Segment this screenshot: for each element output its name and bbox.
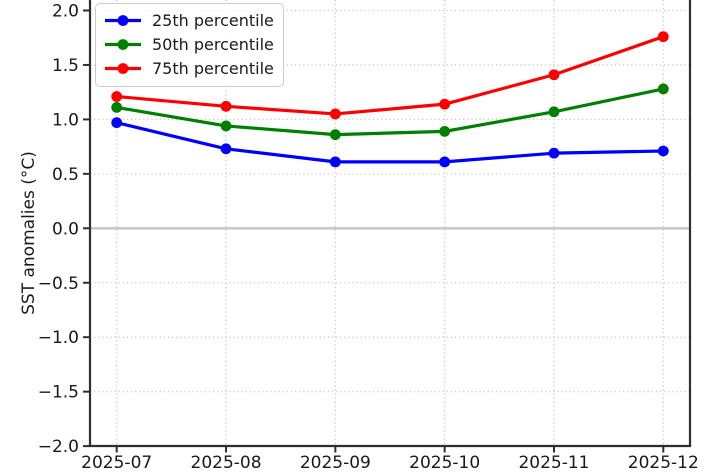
data-point [329, 108, 341, 120]
x-tick-label: 2025-07 [81, 453, 152, 473]
legend: 25th percentile 50th percentile 75th per… [95, 3, 284, 87]
y-axis-label: SST anomalies (°C) [19, 151, 39, 315]
data-point [329, 129, 341, 141]
data-point [220, 120, 232, 132]
data-point [548, 147, 560, 159]
data-point [439, 98, 451, 110]
y-tick-label: −2.0 [38, 437, 79, 457]
data-point [439, 125, 451, 137]
legend-item: 50th percentile [103, 32, 274, 56]
data-point [329, 156, 341, 168]
data-point [657, 31, 669, 43]
x-tick-label: 2025-12 [628, 453, 699, 473]
y-tick-label: −1.5 [38, 383, 79, 403]
data-point [657, 83, 669, 95]
legend-marker-icon [117, 38, 129, 50]
legend-line-sample [105, 38, 141, 50]
y-tick-label: −1.0 [38, 328, 79, 348]
legend-marker-icon [117, 63, 129, 74]
data-point [111, 117, 123, 129]
x-tick-label: 2025-09 [300, 453, 371, 473]
data-point [439, 156, 451, 168]
data-point [548, 69, 560, 81]
legend-item: 75th percentile [103, 56, 274, 80]
y-tick-label: 1.0 [52, 110, 79, 130]
x-tick-label: 2025-08 [191, 453, 262, 473]
data-point [657, 145, 669, 157]
legend-item-label: 75th percentile [152, 58, 274, 78]
series-line-50th [115, 87, 665, 137]
y-tick-label: 1.5 [52, 56, 79, 76]
legend-item-label: 25th percentile [152, 10, 274, 30]
series-line-25th [115, 121, 665, 164]
y-tick-label: −0.5 [38, 274, 79, 294]
legend-item: 25th percentile [103, 8, 274, 32]
data-point [220, 143, 232, 155]
data-point [111, 102, 123, 113]
y-tick-label: 2.0 [52, 2, 79, 22]
legend-item-label: 50th percentile [152, 34, 274, 54]
x-tick-label: 2025-10 [409, 453, 480, 473]
x-tick-label: 2025-11 [518, 453, 589, 473]
legend-line-sample [105, 63, 141, 74]
legend-line-sample [105, 14, 141, 26]
series-line-75th [115, 35, 665, 116]
data-point [548, 106, 560, 118]
data-point [220, 100, 232, 112]
y-tick-label: 0.5 [52, 165, 79, 185]
data-point [111, 91, 123, 102]
y-tick-label: 0.0 [52, 219, 79, 239]
legend-marker-icon [117, 14, 129, 26]
